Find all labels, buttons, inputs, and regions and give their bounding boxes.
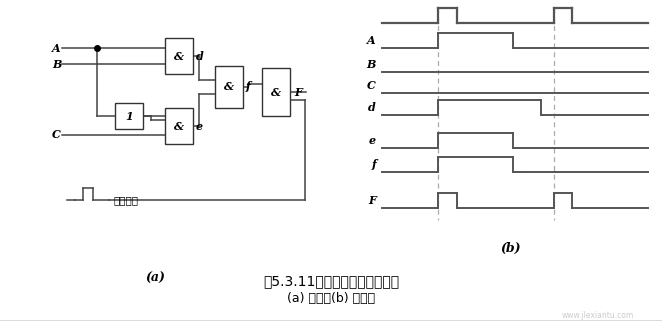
- Text: f: f: [246, 81, 251, 92]
- Bar: [165, 108, 193, 144]
- Text: f: f: [371, 159, 376, 170]
- Text: www.jlexiantu.com: www.jlexiantu.com: [562, 310, 634, 319]
- Bar: [215, 66, 243, 108]
- Text: B: B: [52, 58, 62, 69]
- Text: (b): (b): [500, 242, 520, 255]
- Bar: [165, 38, 193, 74]
- Text: F: F: [294, 87, 302, 98]
- Text: C: C: [367, 80, 376, 91]
- Text: (a) 逻辑图(b) 波形图: (a) 逻辑图(b) 波形图: [287, 291, 375, 305]
- Text: e: e: [196, 120, 203, 131]
- Text: 1: 1: [125, 110, 133, 121]
- Bar: [115, 103, 143, 129]
- Text: 取样脉冲: 取样脉冲: [113, 195, 138, 205]
- Text: 图5.3.11利用取样脉冲克服险象: 图5.3.11利用取样脉冲克服险象: [263, 274, 399, 288]
- Text: A: A: [52, 43, 61, 54]
- Text: &: &: [271, 87, 281, 98]
- Text: e: e: [369, 135, 376, 146]
- Text: &: &: [174, 120, 184, 131]
- Text: &: &: [224, 81, 234, 92]
- Bar: [262, 68, 290, 116]
- Text: d: d: [196, 50, 204, 61]
- Text: A: A: [367, 35, 376, 46]
- Text: (a): (a): [145, 272, 165, 285]
- Text: &: &: [174, 50, 184, 61]
- Text: d: d: [368, 102, 376, 113]
- Text: C: C: [52, 130, 61, 141]
- Text: B: B: [367, 59, 376, 70]
- Text: F: F: [368, 195, 376, 206]
